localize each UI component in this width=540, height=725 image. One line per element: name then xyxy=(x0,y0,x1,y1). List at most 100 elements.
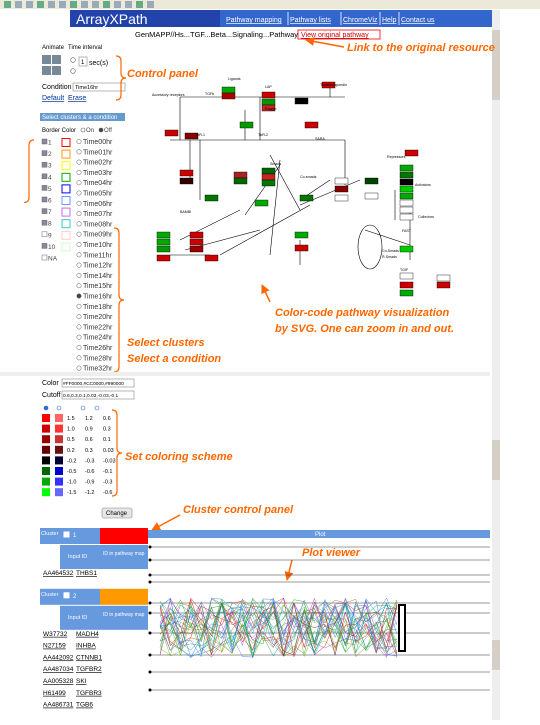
radio[interactable] xyxy=(76,303,82,309)
pathway-id[interactable]: TGFBR3 xyxy=(76,690,102,697)
radio[interactable] xyxy=(76,252,82,258)
gene-box[interactable] xyxy=(233,171,248,179)
condition-input[interactable] xyxy=(72,82,126,92)
cluster-checkbox[interactable] xyxy=(41,173,48,180)
gene-box[interactable] xyxy=(254,199,269,207)
radio[interactable] xyxy=(80,127,86,133)
radio[interactable] xyxy=(76,242,82,247)
scroll-thumb[interactable] xyxy=(492,30,500,100)
radio[interactable] xyxy=(76,149,82,155)
gene-box[interactable] xyxy=(294,231,309,239)
gene-box[interactable] xyxy=(399,289,414,297)
radio[interactable] xyxy=(76,293,82,299)
radio[interactable] xyxy=(76,262,82,268)
nav-link[interactable]: Pathway lists xyxy=(290,17,331,24)
gene-box[interactable] xyxy=(334,177,349,185)
gene-box[interactable] xyxy=(399,178,414,186)
pathway-id[interactable]: INHBA xyxy=(76,643,97,650)
cluster-checkbox[interactable] xyxy=(41,138,48,145)
input-id[interactable]: AA464532 xyxy=(43,570,74,577)
gene-box[interactable] xyxy=(156,238,171,246)
radio[interactable] xyxy=(76,345,82,350)
gene-box[interactable] xyxy=(221,92,236,100)
toolbar-icon[interactable] xyxy=(103,1,110,8)
radio[interactable] xyxy=(76,169,82,175)
input-id[interactable]: AA442092 xyxy=(43,654,74,661)
player-button[interactable] xyxy=(42,66,51,75)
cluster-checkbox[interactable] xyxy=(41,150,48,156)
cluster-checkbox[interactable] xyxy=(41,243,48,249)
gene-box[interactable] xyxy=(261,104,276,112)
change-button[interactable] xyxy=(101,507,133,519)
cluster-checkbox[interactable] xyxy=(41,231,48,238)
toolbar-icon[interactable] xyxy=(26,1,33,8)
button-link[interactable]: Default xyxy=(42,95,64,102)
radio[interactable] xyxy=(76,365,82,371)
input-id[interactable]: W37732 xyxy=(43,631,68,638)
nav-link[interactable]: Help xyxy=(382,17,397,24)
radio[interactable] xyxy=(70,68,76,74)
gene-box[interactable] xyxy=(156,231,171,239)
gene-box[interactable] xyxy=(294,97,309,105)
input-id[interactable]: N27159 xyxy=(43,643,66,650)
interval-input[interactable] xyxy=(78,56,88,67)
pathway-id[interactable]: SKI xyxy=(76,678,87,685)
gene-box[interactable] xyxy=(399,171,414,179)
gene-box[interactable] xyxy=(294,244,309,252)
nav-link[interactable]: Pathway mapping xyxy=(226,17,282,24)
toolbar-icon[interactable] xyxy=(136,1,143,8)
radio[interactable] xyxy=(76,334,82,340)
gene-box[interactable] xyxy=(221,86,236,94)
toolbar-icon[interactable] xyxy=(147,1,154,8)
gene-box[interactable] xyxy=(399,192,414,200)
gene-box[interactable] xyxy=(399,185,414,193)
gene-box[interactable] xyxy=(334,185,349,193)
radio[interactable] xyxy=(76,190,82,196)
radio[interactable] xyxy=(76,159,82,165)
scroll-thumb[interactable] xyxy=(492,440,500,480)
input-id[interactable]: H61499 xyxy=(43,690,66,697)
radio[interactable] xyxy=(98,127,104,133)
pathway-id[interactable]: TGB6 xyxy=(76,702,93,709)
gene-box[interactable] xyxy=(364,192,379,200)
gene-box[interactable] xyxy=(261,167,276,175)
gene-box[interactable] xyxy=(204,194,219,202)
cluster-checkbox[interactable] xyxy=(41,208,48,214)
cluster-checkbox[interactable] xyxy=(41,254,48,261)
input-id[interactable]: AA487034 xyxy=(43,666,74,673)
input-id[interactable]: AA486731 xyxy=(43,702,74,709)
button-link[interactable]: Erase xyxy=(68,95,86,102)
toolbar-icon[interactable] xyxy=(59,1,66,8)
player-button[interactable] xyxy=(52,55,61,64)
radio[interactable] xyxy=(76,180,82,186)
gene-box[interactable] xyxy=(189,245,204,253)
gene-box[interactable] xyxy=(179,169,194,177)
gene-box[interactable] xyxy=(261,179,276,187)
pathway-id[interactable]: TGFBR2 xyxy=(76,666,102,673)
toolbar-icon[interactable] xyxy=(114,1,121,8)
toolbar-icon[interactable] xyxy=(37,1,44,8)
toolbar-icon[interactable] xyxy=(92,1,99,8)
gene-box[interactable] xyxy=(184,132,199,140)
color-input[interactable] xyxy=(61,378,135,388)
radio[interactable] xyxy=(43,405,49,411)
cluster-checkbox[interactable] xyxy=(41,219,48,226)
radio[interactable] xyxy=(76,200,82,206)
gene-box[interactable] xyxy=(189,238,204,246)
gene-box[interactable] xyxy=(404,149,419,157)
radio[interactable] xyxy=(76,355,82,361)
gene-box[interactable] xyxy=(399,199,414,207)
gene-box[interactable] xyxy=(436,281,451,289)
radio[interactable] xyxy=(94,405,100,411)
nav-link[interactable]: Contact us xyxy=(401,17,435,24)
pathway-id[interactable]: CTNNB1 xyxy=(76,654,102,661)
gene-box[interactable] xyxy=(321,81,336,89)
gene-box[interactable] xyxy=(156,245,171,253)
cluster-checkbox[interactable] xyxy=(41,196,48,203)
gene-box[interactable] xyxy=(399,164,414,172)
original-link[interactable]: View original pathway xyxy=(301,32,369,39)
gene-box[interactable] xyxy=(399,245,414,253)
radio[interactable] xyxy=(56,405,62,411)
player-button[interactable] xyxy=(42,55,51,64)
gene-box[interactable] xyxy=(233,177,248,185)
